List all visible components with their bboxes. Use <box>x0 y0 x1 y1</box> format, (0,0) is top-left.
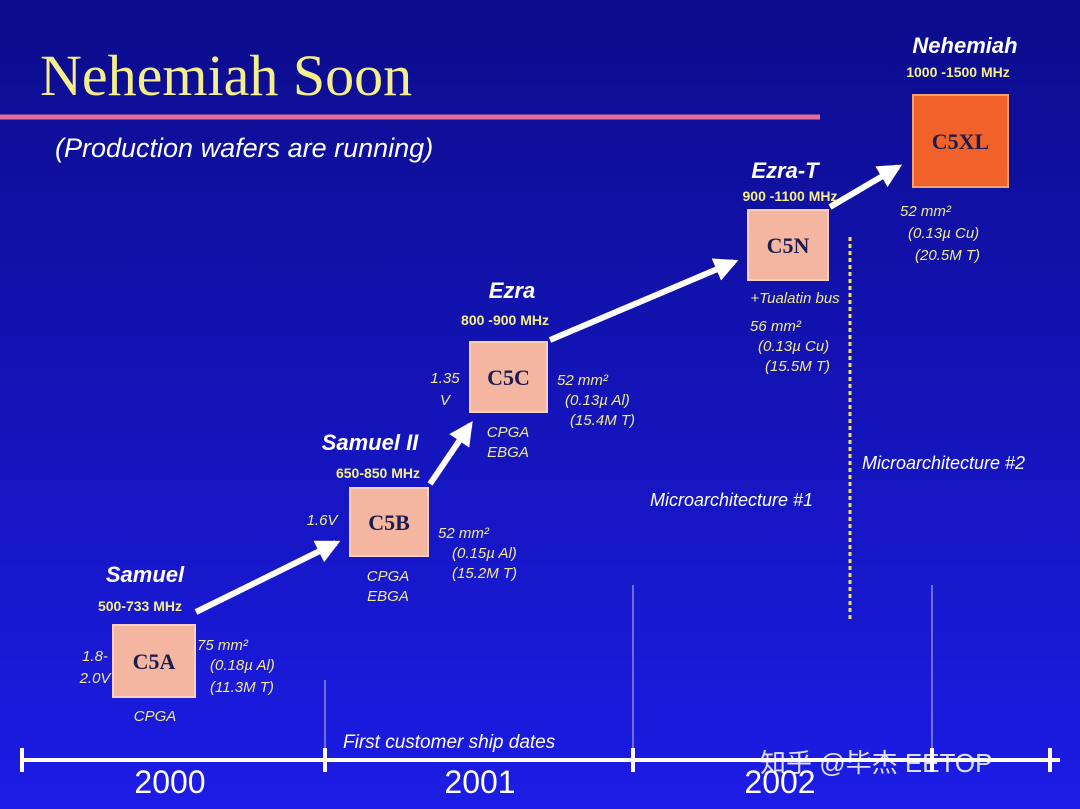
year: 2001 <box>444 764 515 800</box>
spec: 52 mm² <box>557 372 609 389</box>
frequency: 1000 -1500 MHz <box>906 64 1010 80</box>
package: CPGA <box>487 424 530 441</box>
spec: 56 mm² <box>750 318 802 335</box>
chip-label: C5N <box>767 233 810 258</box>
package: +Tualatin bus <box>750 290 840 307</box>
spec: (0.15µ Al) <box>452 545 517 562</box>
voltage: 2.0V <box>79 670 113 687</box>
microarch-label: Microarchitecture #2 <box>862 453 1025 473</box>
frequency: 500-733 MHz <box>98 598 182 614</box>
node-name: Ezra-T <box>751 158 820 183</box>
voltage: 1.35 <box>430 370 460 387</box>
frequency: 650-850 MHz <box>336 465 420 481</box>
package: EBGA <box>367 588 409 605</box>
package: EBGA <box>487 444 529 461</box>
package: CPGA <box>134 708 177 725</box>
voltage: 1.6V <box>307 512 340 529</box>
spec: 75 mm² <box>197 637 249 654</box>
voltage: V <box>440 392 452 409</box>
spec: 52 mm² <box>900 203 952 220</box>
chip-box <box>912 94 1009 188</box>
spec: (20.5M T) <box>915 247 980 264</box>
node-name: Ezra <box>489 278 535 303</box>
node-name: Samuel <box>106 562 185 587</box>
microarch-label: Microarchitecture #1 <box>650 490 813 510</box>
arrows <box>194 164 903 615</box>
chip-box <box>469 341 548 413</box>
watermark: 知乎 @毕杰 EETOP <box>760 748 993 778</box>
subtitle: (Production wafers are running) <box>55 133 433 163</box>
chip-label: C5C <box>487 365 530 390</box>
timeline-ticks <box>20 748 1052 772</box>
title: Nehemiah Soon <box>40 43 412 108</box>
year: 2000 <box>134 764 205 800</box>
spec: (15.4M T) <box>570 412 635 429</box>
spec: (15.2M T) <box>452 565 517 582</box>
chip-box <box>349 487 429 557</box>
chip-box <box>747 209 829 281</box>
frequency: 800 -900 MHz <box>461 312 549 328</box>
spec: (0.13µ Cu) <box>758 338 829 355</box>
node-name: Samuel II <box>322 430 419 455</box>
year: 2002 <box>744 764 815 800</box>
frequency: 900 -1100 MHz <box>743 188 838 204</box>
chip-label: C5B <box>368 510 410 535</box>
chip-label: C5XL <box>932 129 989 154</box>
spec: (0.13µ Al) <box>565 392 630 409</box>
chip-label: C5A <box>133 649 176 674</box>
spec: 52 mm² <box>438 525 490 542</box>
spec: (0.13µ Cu) <box>908 225 979 242</box>
package: CPGA <box>367 568 410 585</box>
spec: (11.3M T) <box>210 679 274 696</box>
voltage: 1.8- <box>82 648 108 665</box>
timeline-caption: First customer ship dates <box>343 732 556 753</box>
spec: (0.18µ Al) <box>210 657 275 674</box>
chip-box <box>112 624 196 698</box>
node-name: Nehemiah <box>912 33 1017 58</box>
spec: (15.5M T) <box>765 358 830 375</box>
